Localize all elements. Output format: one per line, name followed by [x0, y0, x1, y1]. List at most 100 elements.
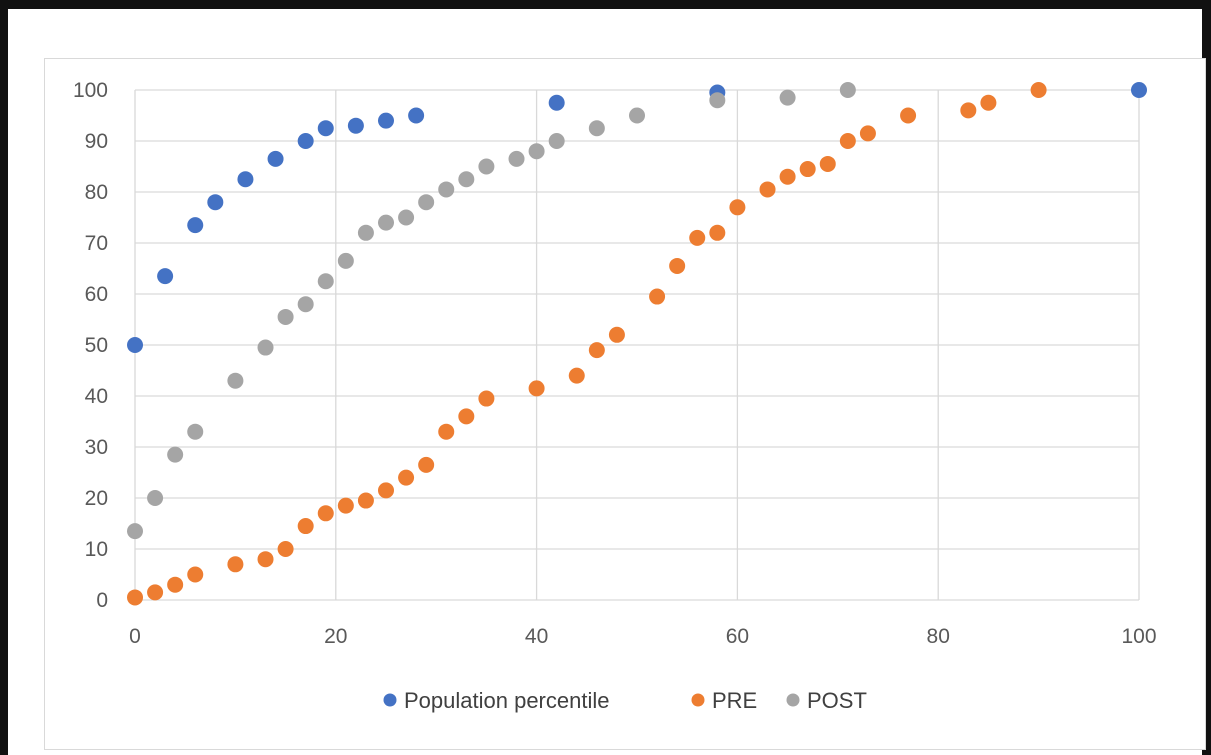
data-point-series-2: [548, 133, 565, 149]
data-point-series-1: [729, 199, 746, 216]
data-point-series-2: [458, 171, 475, 188]
data-point-series-2: [779, 89, 796, 106]
x-tick-label: 20: [324, 625, 347, 648]
data-point-series-0: [157, 268, 174, 285]
data-point-series-0: [127, 337, 143, 353]
data-point-series-0: [317, 120, 334, 137]
y-tick-label: 100: [73, 79, 108, 102]
data-point-series-1: [669, 257, 686, 274]
data-point-series-2: [297, 296, 314, 313]
legend-label: PRE: [712, 688, 757, 713]
data-point-series-0: [347, 117, 364, 134]
data-point-series-0: [378, 112, 394, 129]
legend-label: POST: [807, 688, 867, 713]
data-point-series-1: [227, 556, 244, 573]
y-tick-label: 70: [85, 232, 108, 255]
data-point-series-1: [960, 102, 977, 119]
data-point-series-1: [839, 133, 856, 149]
data-point-series-1: [297, 518, 314, 535]
data-point-series-1: [167, 576, 184, 593]
x-tick-label: 40: [525, 625, 548, 648]
data-point-series-0: [187, 217, 204, 234]
data-point-series-2: [508, 150, 525, 167]
data-point-series-0: [297, 133, 314, 149]
legend-label: Population percentile: [404, 688, 609, 713]
y-tick-label: 40: [85, 385, 108, 408]
data-point-series-1: [588, 342, 605, 359]
data-point-series-1: [337, 497, 354, 514]
y-tick-label: 50: [85, 334, 108, 357]
data-point-series-0: [237, 171, 254, 188]
chart-area: [44, 58, 1206, 750]
data-point-series-2: [227, 372, 244, 389]
data-point-series-1: [568, 367, 585, 384]
data-point-series-1: [980, 94, 997, 111]
data-point-series-1: [147, 584, 164, 601]
data-point-series-2: [378, 214, 394, 231]
data-point-series-1: [859, 125, 876, 142]
y-tick-label: 10: [85, 538, 108, 561]
data-point-series-1: [317, 505, 334, 522]
data-point-series-2: [709, 92, 726, 109]
data-point-series-1: [689, 229, 706, 246]
data-point-series-2: [317, 273, 334, 290]
data-point-series-2: [257, 339, 274, 356]
data-point-series-2: [127, 523, 143, 540]
data-point-series-0: [548, 94, 565, 111]
x-tick-label: 60: [726, 625, 749, 648]
y-tick-label: 90: [85, 130, 108, 153]
data-point-series-2: [357, 224, 374, 241]
data-point-series-1: [649, 288, 666, 305]
data-point-series-1: [608, 326, 625, 343]
data-point-series-1: [418, 456, 435, 473]
data-point-series-2: [147, 490, 164, 506]
data-point-series-2: [478, 158, 495, 175]
x-tick-label: 100: [1121, 625, 1156, 648]
data-point-series-1: [398, 469, 415, 486]
data-point-series-0: [267, 150, 284, 167]
data-point-series-1: [357, 492, 374, 509]
data-point-series-1: [799, 161, 816, 178]
data-point-series-2: [187, 423, 204, 440]
data-point-series-1: [709, 224, 726, 241]
data-point-series-1: [187, 566, 204, 583]
y-tick-label: 20: [85, 487, 108, 510]
data-point-series-1: [478, 390, 495, 407]
data-point-series-1: [1030, 82, 1047, 98]
data-point-series-1: [779, 168, 796, 185]
data-point-series-1: [257, 551, 274, 568]
data-point-series-1: [528, 380, 545, 397]
data-point-series-2: [528, 143, 545, 160]
x-tick-label: 80: [927, 625, 950, 648]
data-point-series-1: [458, 408, 475, 425]
y-tick-label: 0: [96, 589, 108, 612]
data-point-series-2: [337, 252, 354, 269]
data-point-series-1: [277, 541, 294, 557]
legend-marker: [786, 693, 800, 707]
data-point-series-0: [207, 194, 224, 211]
data-point-series-0: [408, 107, 425, 124]
data-point-series-2: [629, 107, 645, 124]
data-point-series-1: [127, 589, 143, 606]
data-point-series-1: [378, 482, 394, 499]
data-point-series-1: [438, 423, 455, 440]
legend-marker: [383, 693, 397, 707]
data-point-series-0: [1131, 82, 1147, 98]
y-tick-label: 80: [85, 181, 108, 204]
data-point-series-2: [398, 209, 415, 226]
data-point-series-2: [167, 446, 184, 463]
y-tick-label: 60: [85, 283, 108, 306]
data-point-series-1: [900, 107, 917, 124]
data-point-series-2: [277, 308, 294, 325]
legend-marker: [691, 693, 705, 707]
data-point-series-2: [588, 120, 605, 137]
data-point-series-1: [819, 155, 836, 172]
x-tick-label: 0: [129, 625, 141, 648]
data-point-series-1: [759, 181, 776, 198]
data-point-series-2: [438, 181, 455, 198]
y-tick-label: 30: [85, 436, 108, 459]
data-point-series-2: [839, 82, 856, 98]
data-point-series-2: [418, 194, 435, 211]
